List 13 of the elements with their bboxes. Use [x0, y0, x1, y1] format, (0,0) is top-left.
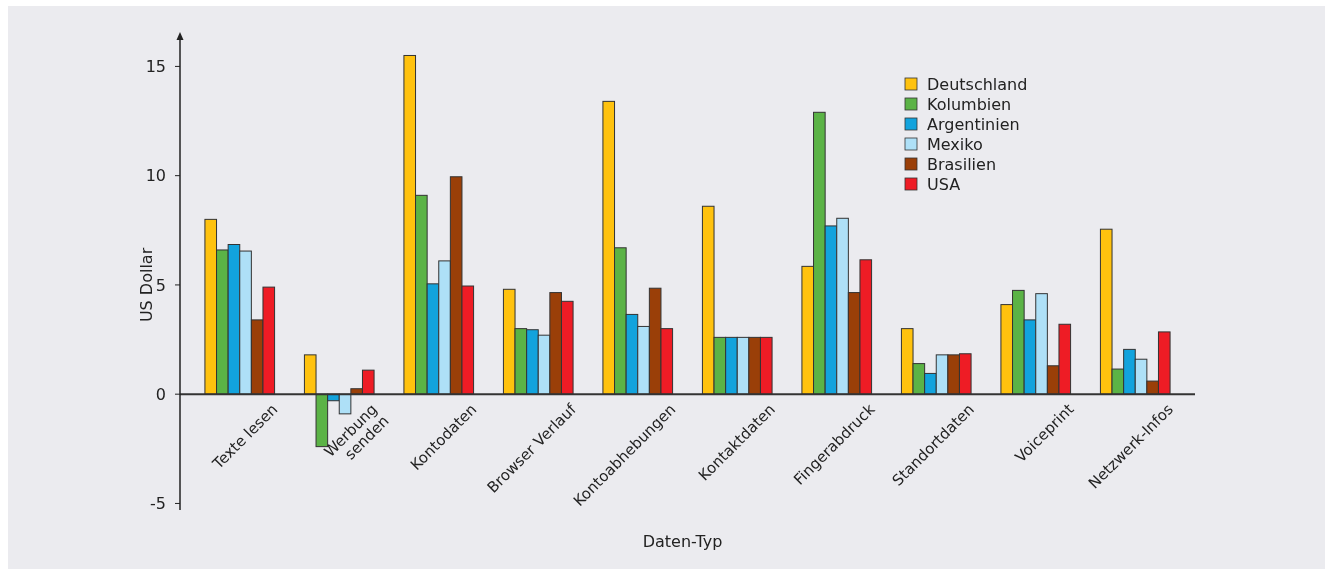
y-axis-title: US Dollar [137, 247, 156, 323]
legend-label: USA [927, 174, 961, 194]
y-tick-label: 10 [145, 166, 166, 186]
legend-label: Brasilien [927, 154, 997, 174]
legend-label: Mexiko [927, 134, 983, 154]
legend-label: Argentinien [927, 114, 1020, 134]
y-tick-label: 0 [155, 384, 166, 404]
y-tick-label: 5 [155, 275, 166, 295]
legend-label: Kolumbien [927, 94, 1012, 114]
x-axis-title: Daten-Typ [642, 532, 723, 551]
legend-label: Deutschland [927, 74, 1028, 94]
y-tick-label: -5 [150, 494, 166, 514]
y-tick-label: 15 [145, 57, 166, 77]
